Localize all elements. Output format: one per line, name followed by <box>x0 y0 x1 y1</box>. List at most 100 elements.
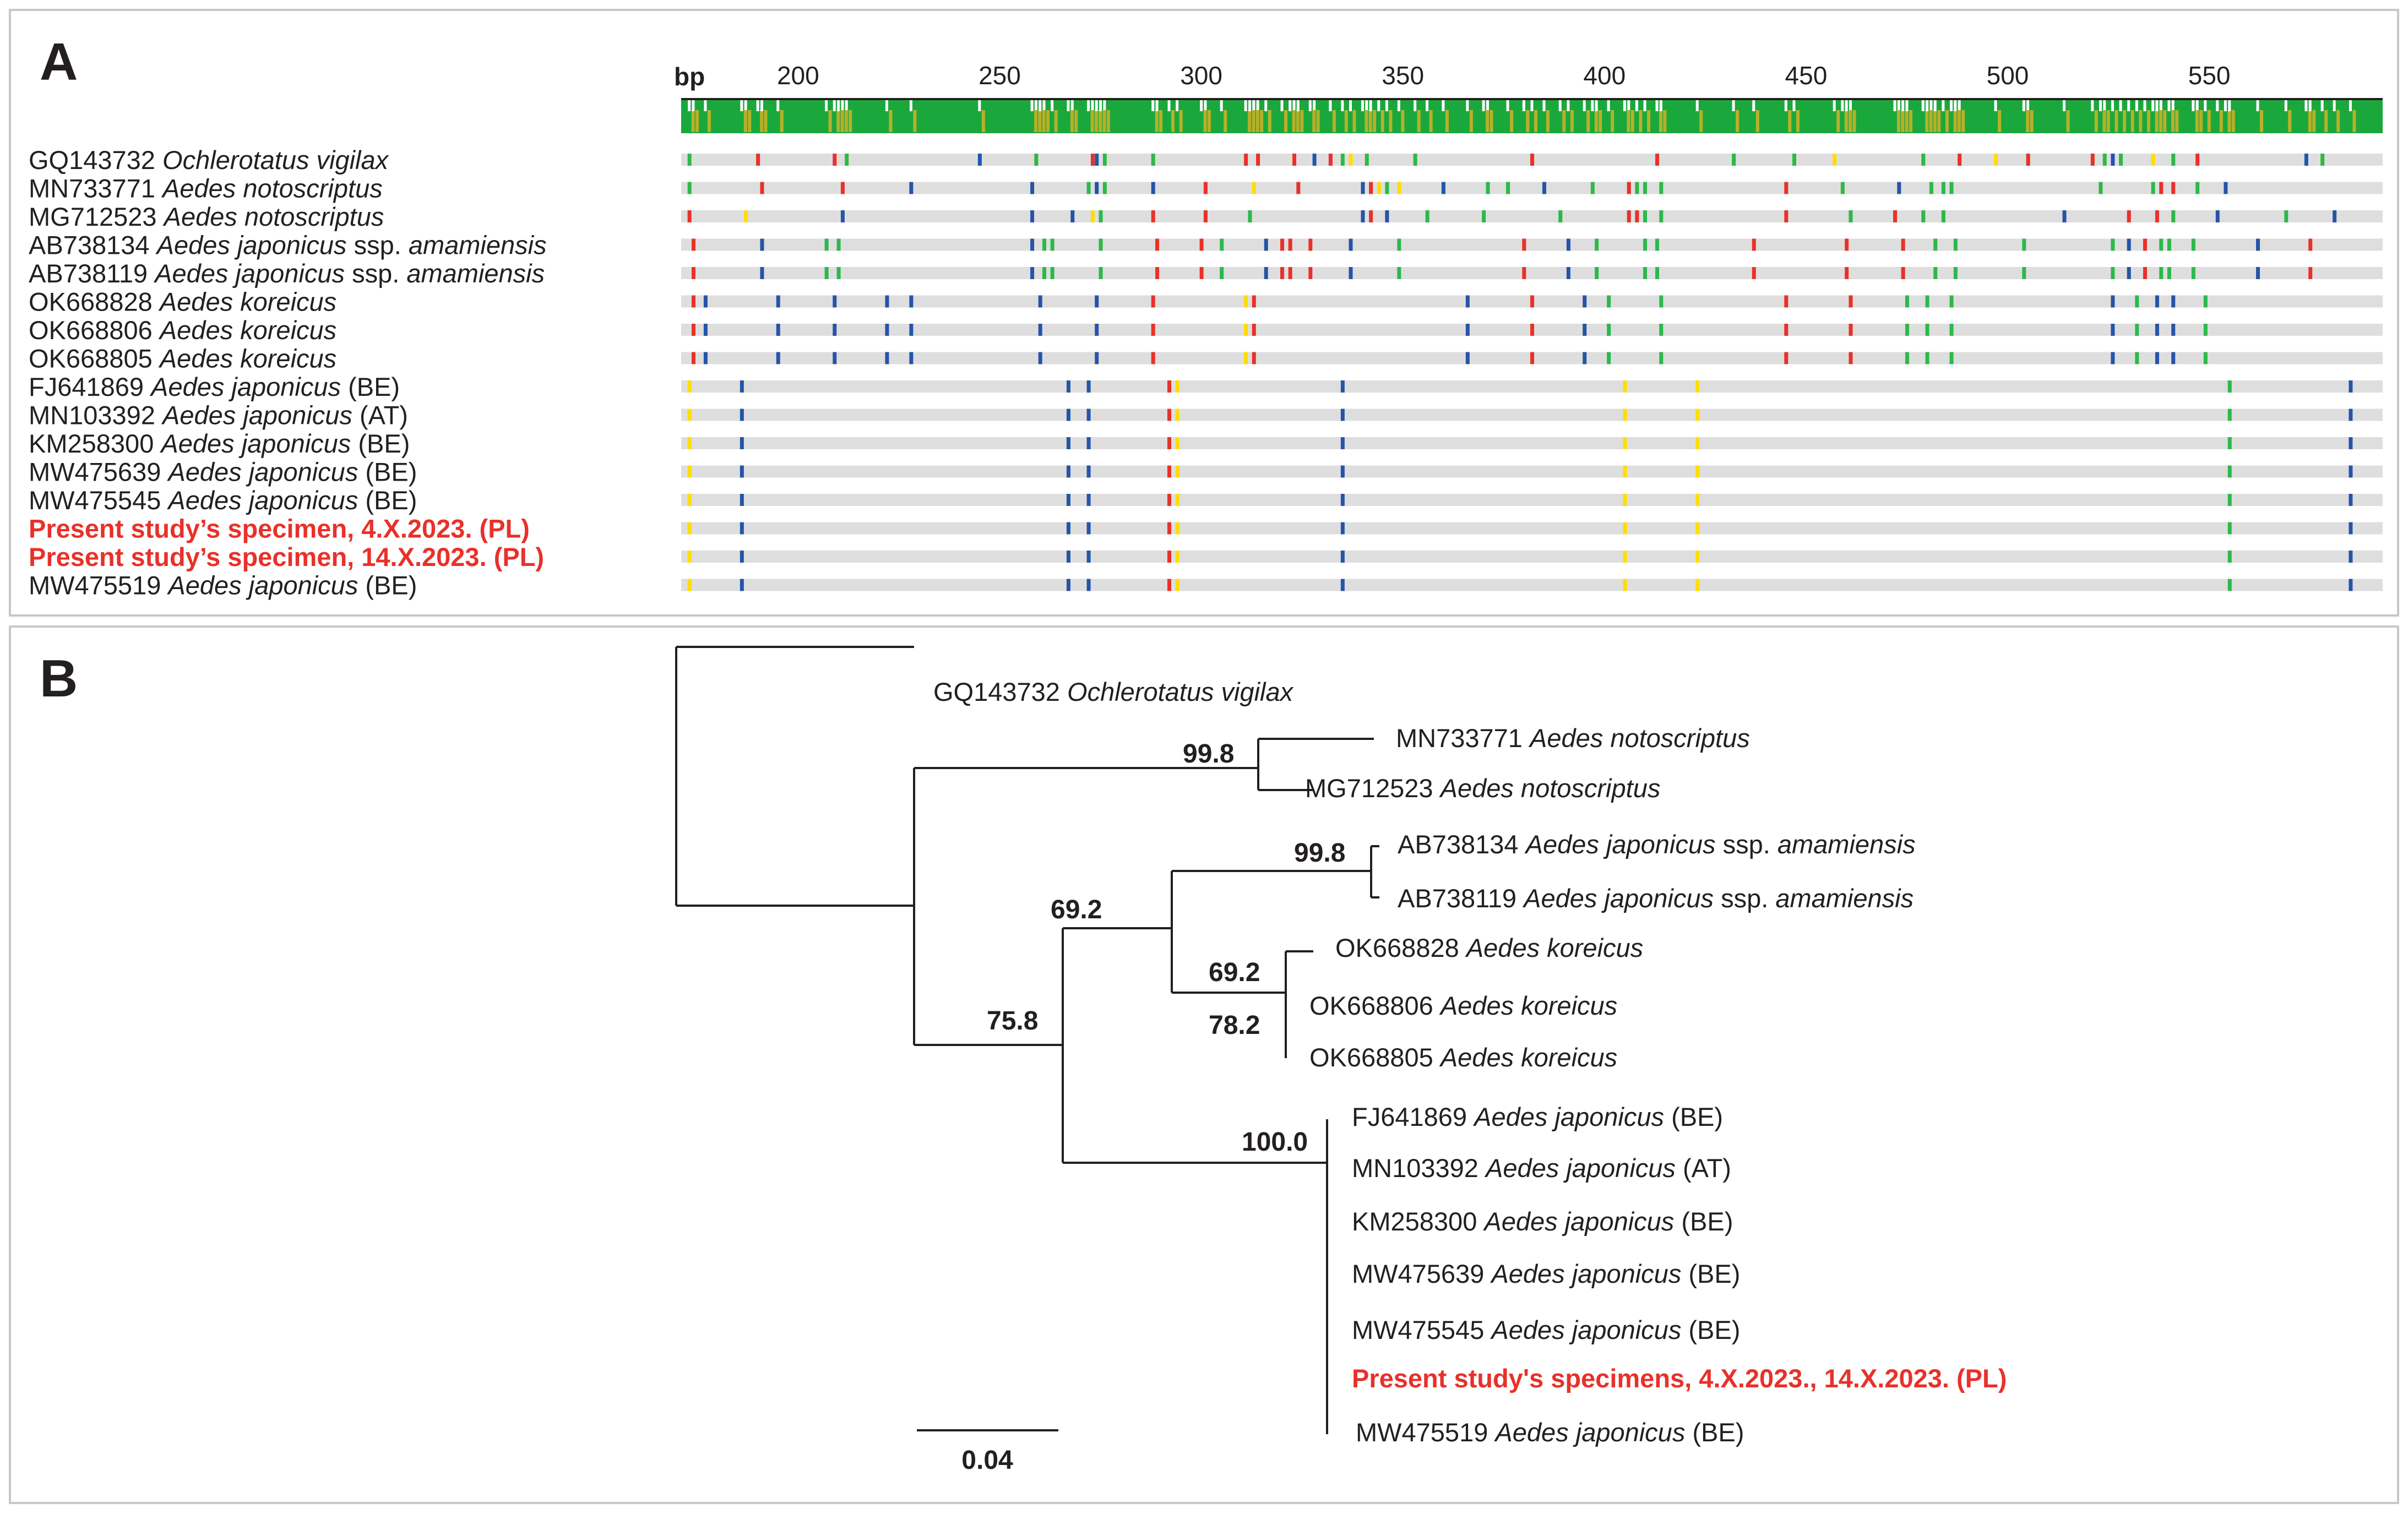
support-amam-koreicus: 69.2 <box>1051 895 1102 924</box>
variant-mark <box>2195 182 2200 194</box>
consensus-low-identity <box>1836 110 1840 132</box>
variant-mark <box>2111 267 2115 279</box>
label-suffix: (BE) <box>365 571 417 600</box>
tip-label: MG712523 Aedes notoscriptus <box>1305 774 1660 803</box>
consensus-variable-site <box>1929 100 1933 111</box>
consensus-variable-site <box>1256 100 1259 111</box>
consensus-low-identity <box>1352 110 1356 132</box>
consensus-low-identity <box>1844 110 1848 132</box>
consensus-low-identity <box>1586 110 1590 132</box>
variant-mark <box>836 238 841 251</box>
consensus-variable-site <box>1905 100 1909 111</box>
tip-label: KM258300 Aedes japonicus (BE) <box>1352 1207 1733 1236</box>
variant-mark <box>1167 409 1171 421</box>
variant-mark <box>1288 238 1292 251</box>
variant-mark <box>1595 267 1599 279</box>
ssp-label: ssp. <box>352 259 406 288</box>
consensus-variable-site <box>1313 100 1316 111</box>
variant-mark <box>1583 352 1587 364</box>
consensus-low-identity <box>1034 110 1038 132</box>
consensus-variable-site <box>1426 100 1429 111</box>
consensus-low-identity <box>2199 110 2203 132</box>
variant-mark <box>1155 238 1160 251</box>
scale-bar-label: 0.04 <box>961 1446 1013 1475</box>
variant-mark <box>1994 154 1998 166</box>
variant-mark <box>836 267 841 279</box>
variant-mark <box>2167 267 2171 279</box>
consensus-variable-site <box>1070 100 1074 111</box>
variant-mark <box>1522 267 1526 279</box>
variant-mark <box>1030 267 1035 279</box>
consensus-low-identity <box>1099 110 1102 132</box>
variant-mark <box>2227 437 2232 449</box>
variant-mark <box>1949 324 1954 336</box>
variant-mark <box>885 295 889 308</box>
consensus-variable-site <box>2063 100 2066 111</box>
variant-mark <box>703 324 708 336</box>
variant-mark <box>2284 210 2289 222</box>
species-name: Aedes koreicus <box>1439 1043 1617 1072</box>
accession: FJ641869 <box>1352 1102 1467 1131</box>
consensus-variable-site <box>2167 100 2171 111</box>
accession: KM258300 <box>29 429 154 458</box>
consensus-variable-site <box>2127 100 2130 111</box>
consensus-variable-site <box>1369 100 1372 111</box>
variant-mark <box>2203 295 2208 308</box>
consensus-low-identity <box>1296 110 1300 132</box>
variant-mark <box>1349 154 1353 166</box>
alignment-row <box>681 182 2383 194</box>
variant-mark <box>1465 352 1470 364</box>
accession: AB738134 <box>1398 830 1519 859</box>
sequence-label: GQ143732 Ochlerotatus vigilax <box>29 145 389 175</box>
variant-mark <box>2320 154 2325 166</box>
variant-mark <box>1167 494 1171 506</box>
variant-mark <box>776 295 780 308</box>
variant-mark <box>2227 465 2232 478</box>
alignment-row <box>681 409 2383 421</box>
consensus-low-identity <box>1925 110 1929 132</box>
species-name: Aedes japonicus <box>1522 884 1714 913</box>
variant-mark <box>1732 154 1736 166</box>
consensus-variable-site <box>1167 100 1171 111</box>
alignment-row <box>681 522 2383 535</box>
variant-mark <box>740 579 744 591</box>
variant-mark <box>2224 182 2228 194</box>
consensus-low-identity <box>1389 110 1393 132</box>
variant-mark <box>1102 182 1107 194</box>
variant-mark <box>2022 238 2026 251</box>
species-name: Aedes japonicus <box>166 458 358 487</box>
variant-mark <box>687 409 692 421</box>
variant-mark <box>1296 182 1301 194</box>
consensus-variable-site <box>1659 100 1662 111</box>
variant-mark <box>687 522 692 535</box>
variant-mark <box>1941 182 1945 194</box>
consensus-variable-site <box>2284 100 2287 111</box>
consensus-low-identity <box>1961 110 1965 132</box>
variant-mark <box>1340 409 1345 421</box>
consensus-low-identity <box>1736 110 1740 132</box>
consensus-low-identity <box>1957 110 1961 132</box>
consensus-low-identity <box>889 110 893 132</box>
variant-mark <box>2215 210 2220 222</box>
variant-mark <box>845 154 849 166</box>
variant-mark <box>687 437 692 449</box>
variant-mark <box>909 182 914 194</box>
variant-mark <box>2195 154 2200 166</box>
consensus-variable-site <box>1506 100 1509 111</box>
consensus-variable-site <box>1558 100 1562 111</box>
variant-mark <box>1583 295 1587 308</box>
consensus-low-identity <box>2146 110 2150 132</box>
consensus-low-identity <box>2175 110 2179 132</box>
variant-mark <box>1102 154 1107 166</box>
consensus-variable-site <box>776 100 780 111</box>
variant-mark <box>1340 380 1345 393</box>
variant-mark <box>2159 238 2164 251</box>
consensus-variable-site <box>845 100 848 111</box>
variant-mark <box>1623 409 1627 421</box>
variant-mark <box>1099 210 1103 222</box>
variant-mark <box>740 409 744 421</box>
variant-mark <box>885 324 889 336</box>
consensus-variable-site <box>1845 100 1848 111</box>
consensus-low-identity <box>2130 110 2134 132</box>
variant-mark <box>1050 267 1054 279</box>
